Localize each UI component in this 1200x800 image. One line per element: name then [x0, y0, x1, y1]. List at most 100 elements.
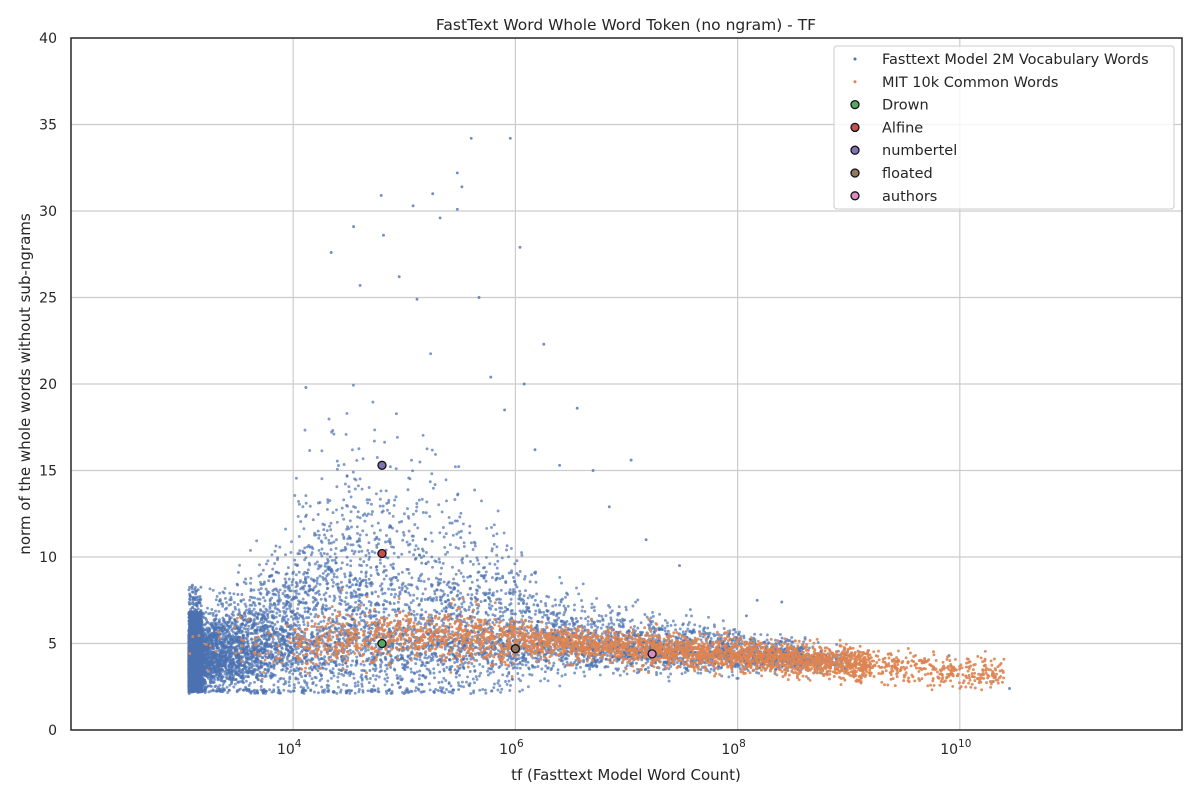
- vocabulary-point: [381, 592, 385, 596]
- vocabulary-point: [442, 676, 446, 680]
- vocabulary-point: [276, 680, 280, 683]
- vocabulary-point: [381, 504, 385, 508]
- vocabulary-point: [383, 655, 387, 659]
- vocabulary-point: [402, 533, 406, 537]
- vocabulary-point: [390, 545, 393, 549]
- vocabulary-point: [266, 559, 270, 563]
- vocabulary-point: [271, 628, 275, 631]
- vocabulary-point: [424, 551, 428, 554]
- vocabulary-point: [755, 671, 758, 674]
- vocabulary-point: [392, 602, 396, 605]
- vocabulary-point: [644, 667, 648, 671]
- vocabulary-point: [263, 675, 267, 678]
- vocabulary-point: [364, 554, 368, 557]
- vocabulary-point: [363, 519, 367, 523]
- vocabulary-point: [373, 689, 377, 692]
- vocabulary-point: [469, 560, 472, 563]
- vocabulary-point: [259, 583, 263, 586]
- vocabulary-point: [525, 602, 529, 606]
- vocabulary-point: [438, 560, 442, 564]
- vocabulary-point: [444, 532, 448, 536]
- vocabulary-point: [361, 529, 365, 533]
- vocabulary-point: [232, 613, 235, 617]
- vocabulary-point: [474, 675, 478, 679]
- vocabulary-point: [375, 617, 379, 621]
- vocabulary-point: [498, 610, 502, 614]
- vocabulary-point: [301, 505, 305, 509]
- vocabulary-point: [215, 689, 219, 693]
- vocabulary-point: [504, 581, 508, 585]
- vocabulary-point: [450, 617, 454, 621]
- vocabulary-point: [308, 449, 312, 452]
- vocabulary-point: [454, 572, 458, 576]
- vocabulary-point: [293, 686, 297, 690]
- vocabulary-point: [337, 464, 340, 467]
- vocabulary-point: [333, 596, 337, 600]
- vocabulary-point: [359, 581, 363, 585]
- vocabulary-point: [421, 433, 425, 437]
- vocabulary-point: [300, 662, 304, 666]
- vocabulary-point: [460, 602, 464, 606]
- vocabulary-point: [368, 677, 372, 680]
- vocabulary-point: [322, 690, 326, 694]
- vocabulary-point: [224, 614, 228, 617]
- vocabulary-point: [382, 610, 386, 614]
- vocabulary-point: [360, 549, 364, 553]
- vocabulary-point: [332, 580, 335, 584]
- vocabulary-point: [232, 592, 236, 596]
- vocabulary-point: [394, 412, 398, 416]
- vocabulary-point: [709, 637, 713, 640]
- vocabulary-point: [251, 600, 255, 604]
- vocabulary-point: [244, 630, 248, 634]
- vocabulary-point: [291, 572, 295, 575]
- vocabulary-point: [353, 684, 357, 688]
- vocabulary-point: [349, 585, 352, 589]
- vocabulary-point: [536, 604, 540, 608]
- vocabulary-point: [606, 665, 610, 669]
- vocabulary-point: [658, 612, 662, 616]
- vocabulary-point: [434, 576, 438, 580]
- vocabulary-point: [329, 548, 333, 552]
- vocabulary-point: [349, 663, 353, 667]
- vocabulary-point: [278, 588, 282, 592]
- vocabulary-point: [372, 531, 376, 535]
- vocabulary-point: [349, 559, 353, 563]
- vocabulary-point: [268, 606, 272, 610]
- vocabulary-point: [306, 568, 310, 572]
- vocabulary-point: [318, 501, 322, 504]
- vocabulary-point: [649, 616, 653, 620]
- vocabulary-point: [217, 623, 221, 626]
- vocabulary-point: [582, 658, 586, 662]
- vocabulary-point: [457, 465, 461, 469]
- vocabulary-point: [328, 555, 332, 559]
- vocabulary-point: [349, 564, 353, 568]
- vocabulary-point: [577, 592, 581, 596]
- vocabulary-point: [310, 619, 314, 623]
- vocabulary-point: [262, 596, 265, 600]
- vocabulary-point: [271, 640, 275, 644]
- vocabulary-point: [442, 535, 446, 539]
- vocabulary-point: [352, 676, 356, 680]
- vocabulary-point: [504, 680, 507, 683]
- vocabulary-point: [616, 668, 619, 672]
- vocabulary-point: [457, 530, 461, 534]
- vocabulary-point: [279, 625, 283, 629]
- vocabulary-point: [327, 417, 331, 421]
- vocabulary-point: [349, 591, 353, 595]
- vocabulary-point: [378, 497, 382, 501]
- vocabulary-point: [444, 552, 447, 556]
- vocabulary-point: [244, 679, 248, 683]
- vocabulary-point: [432, 667, 436, 671]
- vocabulary-point: [368, 669, 372, 672]
- vocabulary-point: [295, 589, 298, 593]
- vocabulary-point: [364, 649, 368, 653]
- vocabulary-point: [295, 650, 299, 654]
- vocabulary-point: [470, 635, 474, 639]
- vocabulary-point: [356, 515, 360, 519]
- vocabulary-point: [402, 531, 405, 534]
- vocabulary-point: [336, 582, 340, 586]
- vocabulary-point: [378, 504, 382, 508]
- vocabulary-point: [233, 668, 237, 672]
- vocabulary-point: [507, 679, 511, 683]
- vocabulary-point: [790, 636, 794, 639]
